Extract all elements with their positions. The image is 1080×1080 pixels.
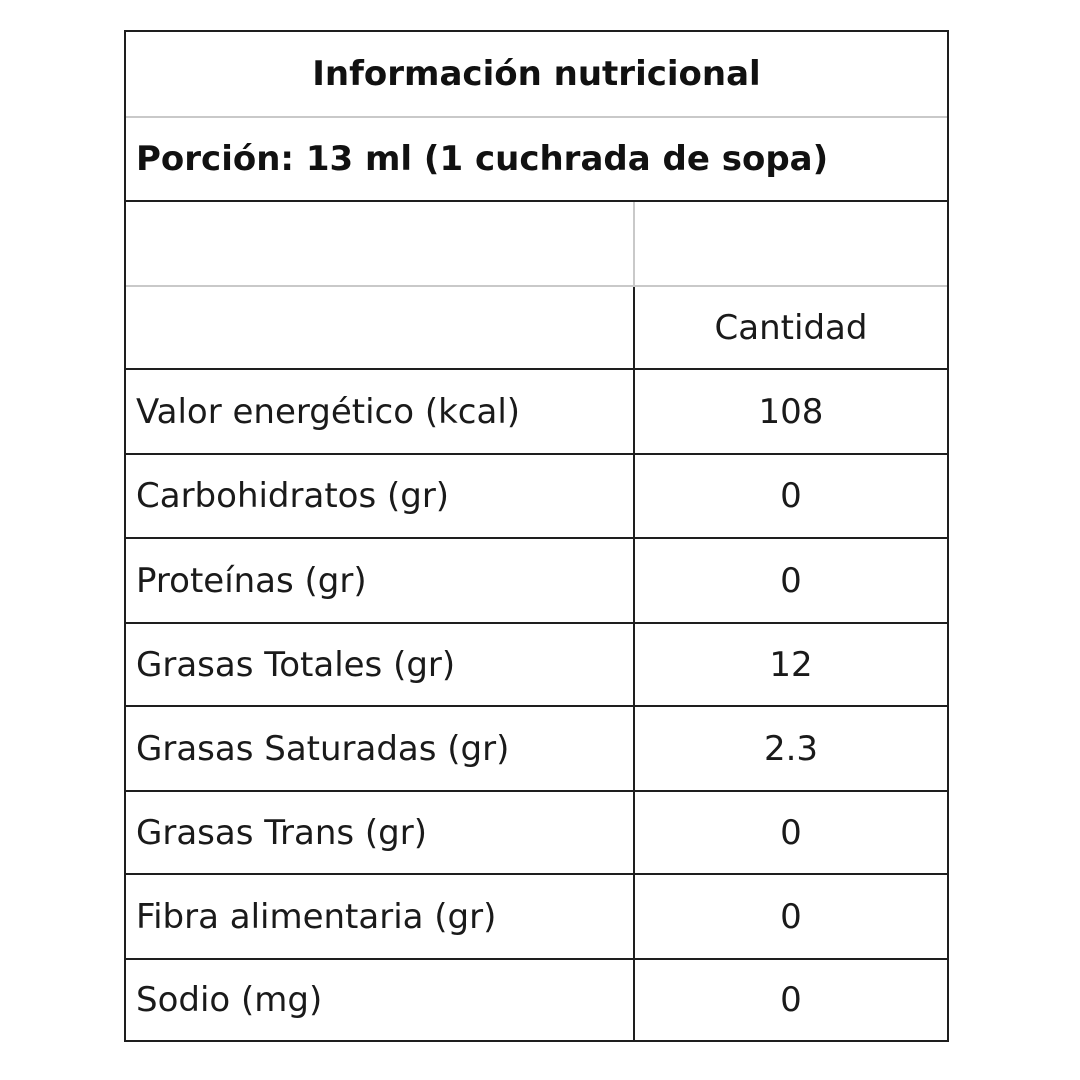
blank-row: [126, 202, 947, 287]
table-row: Valor energético (kcal) 108: [126, 370, 947, 455]
portion-size: Porción: 13 ml (1 cuchrada de sopa): [126, 118, 947, 202]
nutrient-label: Valor energético (kcal): [126, 370, 635, 453]
nutrient-value: 0: [780, 560, 802, 601]
nutrition-facts-table: Información nutricional Porción: 13 ml (…: [124, 30, 949, 1042]
nutrient-label: Sodio (mg): [126, 960, 635, 1040]
nutrient-value: 2.3: [763, 728, 819, 769]
nutrient-label: Carbohidratos (gr): [126, 455, 635, 537]
table-row: Proteínas (gr) 0: [126, 539, 947, 624]
column-header-quantity: Cantidad: [714, 307, 868, 348]
nutrient-value: 0: [780, 980, 802, 1020]
nutrient-value: 0: [780, 476, 802, 516]
table-row: Grasas Totales (gr) 12: [126, 624, 947, 707]
table-row: Fibra alimentaria (gr) 0: [126, 875, 947, 960]
nutrient-label: Grasas Saturadas (gr): [126, 707, 635, 790]
nutrient-label: Fibra alimentaria (gr): [126, 875, 635, 958]
nutrient-label: Proteínas (gr): [126, 539, 635, 622]
nutrient-label: Grasas Trans (gr): [126, 792, 635, 873]
blank-row-value: [635, 202, 947, 285]
table-row: Sodio (mg) 0: [126, 960, 947, 1040]
nutrient-label: Grasas Totales (gr): [126, 624, 635, 705]
nutrient-value: 12: [769, 644, 813, 685]
table-row: Grasas Trans (gr) 0: [126, 792, 947, 875]
nutrient-value: 108: [758, 391, 824, 432]
column-header-label: [126, 287, 635, 368]
table-row: Grasas Saturadas (gr) 2.3: [126, 707, 947, 792]
table-row: Carbohidratos (gr) 0: [126, 455, 947, 539]
table-title: Información nutricional: [126, 32, 947, 118]
nutrient-value: 0: [780, 812, 802, 853]
column-header-row: Cantidad: [126, 287, 947, 370]
nutrient-value: 0: [780, 896, 802, 937]
blank-row-label: [126, 202, 635, 285]
